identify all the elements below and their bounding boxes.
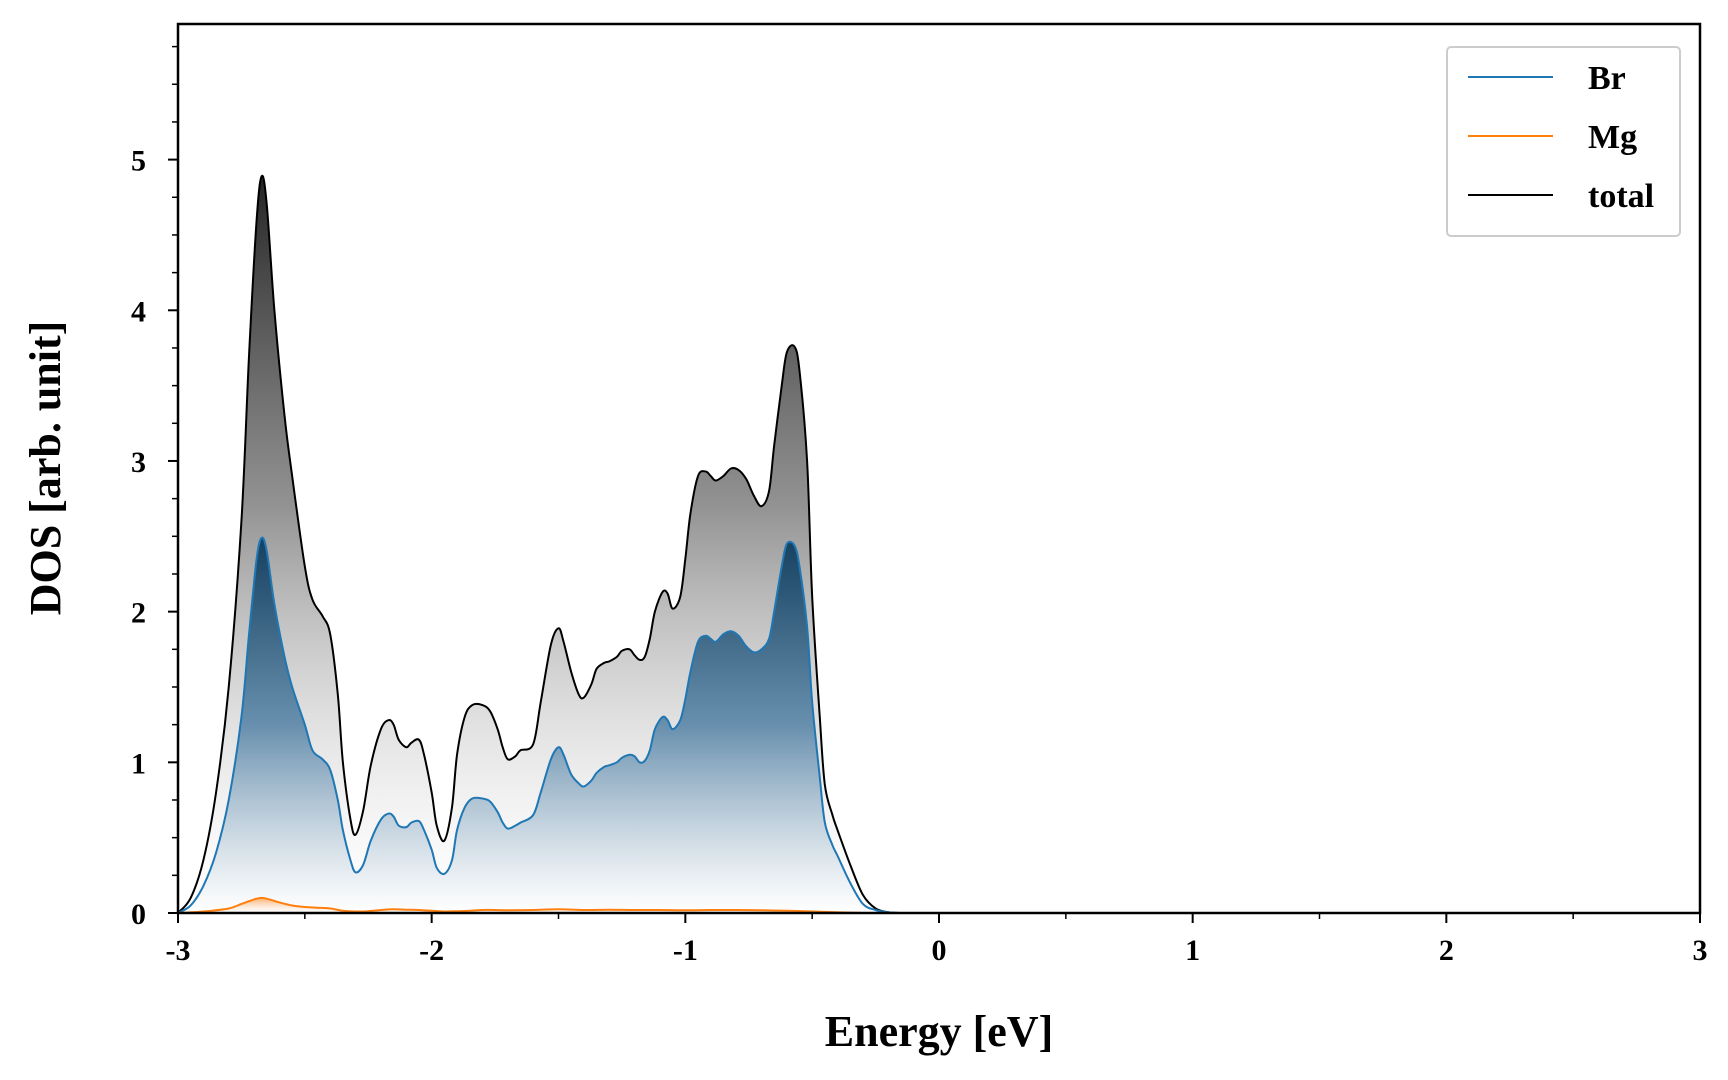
x-tick-label: 0 [932,934,947,967]
legend-label-mg: Mg [1588,119,1637,156]
series-line-mg [178,896,1700,913]
series-area-br [178,537,1700,913]
series-line-br [178,536,1700,913]
y-axis-label: DOS [arb. unit] [21,321,70,616]
series-area-total [178,175,1700,913]
y-tick-label: 3 [131,446,146,479]
x-tick-label: -3 [166,934,191,967]
x-tick-label: 2 [1439,934,1454,967]
y-tick-label: 5 [131,145,146,178]
y-tick-label: 0 [131,898,146,931]
series-fills [178,175,1700,913]
y-tick-label: 4 [131,295,146,328]
series-lines [178,174,1700,913]
x-tick-label: 3 [1693,934,1708,967]
legend: Br Mg total [1446,46,1681,237]
x-tick-label: -2 [419,934,444,967]
y-tick-label: 2 [131,597,146,630]
legend-label-br: Br [1588,60,1626,97]
legend-box [1446,46,1681,237]
x-axis-label: Energy [eV] [825,1007,1054,1056]
legend-label-total: total [1588,178,1654,215]
y-tick-label: 1 [131,747,146,780]
x-axis-ticks: -3 -2 -1 0 1 2 3 [166,913,1708,967]
x-tick-label: 1 [1185,934,1200,967]
y-axis-ticks: 0 1 2 3 4 5 [131,45,178,931]
series-line-total [178,174,1700,913]
x-tick-label: -1 [673,934,698,967]
